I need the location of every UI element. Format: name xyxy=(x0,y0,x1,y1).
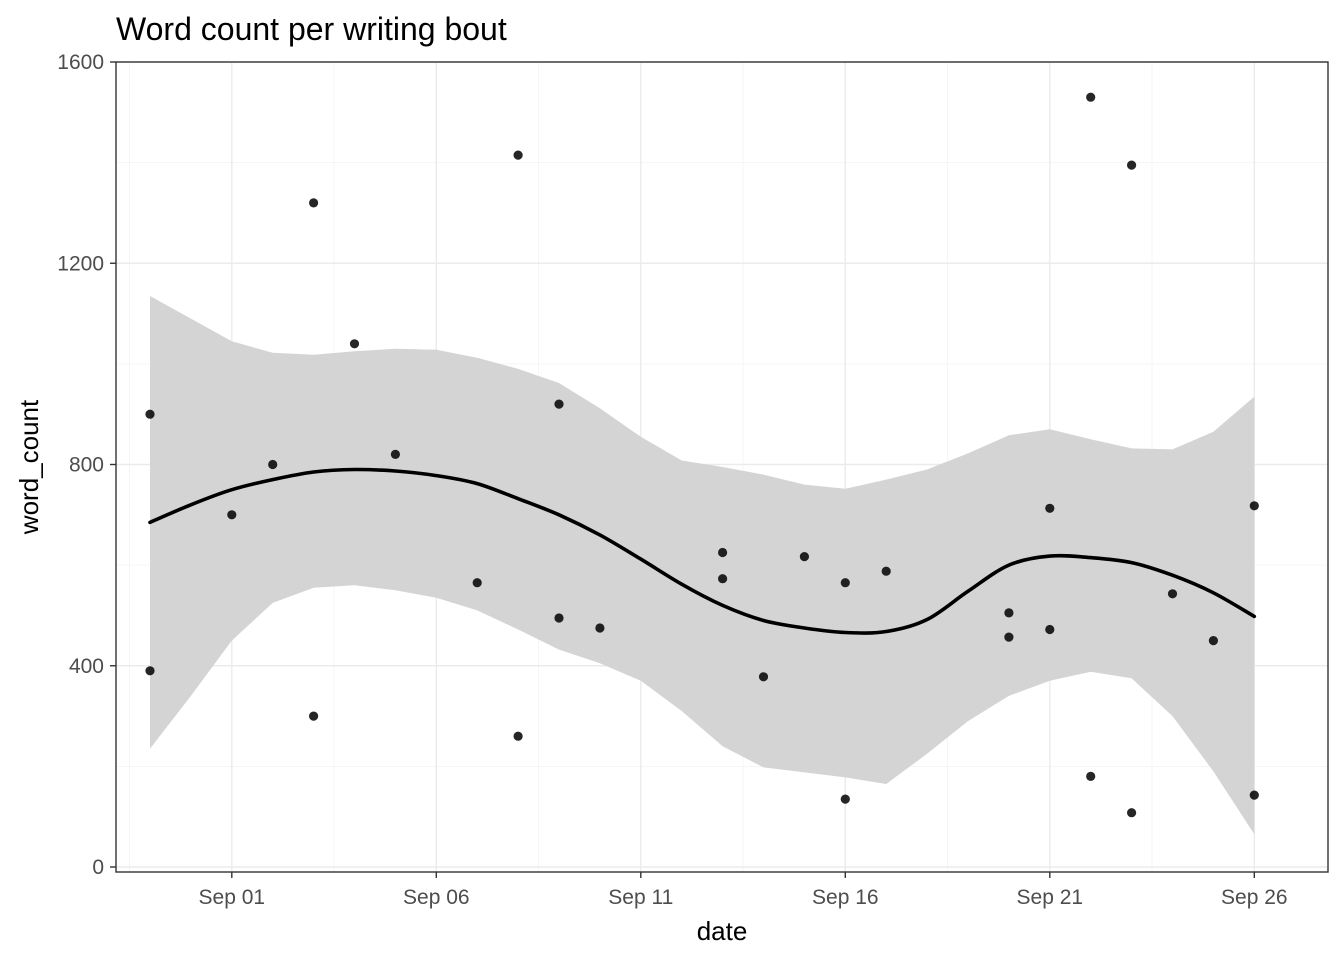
y-tick-label: 1200 xyxy=(57,252,104,275)
y-tick-label: 800 xyxy=(69,454,104,477)
data-point xyxy=(840,578,850,588)
data-point xyxy=(349,339,360,349)
data-point xyxy=(595,623,605,633)
data-point xyxy=(554,613,564,623)
x-axis-ticks: Sep 01 Sep 06 Sep 11 Sep 16 Sep 21 Sep 26 xyxy=(199,872,1288,909)
x-tick-label: Sep 26 xyxy=(1221,886,1288,909)
data-point xyxy=(1127,808,1137,818)
data-point xyxy=(145,409,155,419)
confidence-ribbon xyxy=(150,296,1255,835)
y-axis-ticks: 0 400 800 1200 1600 xyxy=(57,51,116,879)
data-point xyxy=(1045,624,1055,635)
y-tick-label: 1600 xyxy=(57,51,104,74)
points-layer xyxy=(145,92,1259,818)
chart-title: Word count per writing bout xyxy=(116,11,507,47)
data-point xyxy=(1127,160,1137,170)
x-axis-title: date xyxy=(697,916,748,946)
data-point xyxy=(472,578,482,588)
confidence-ribbon-layer xyxy=(150,296,1255,835)
plot-panel-border xyxy=(115,61,1329,873)
data-point xyxy=(1086,92,1096,102)
x-tick-label: Sep 01 xyxy=(199,886,266,909)
x-tick-label: Sep 06 xyxy=(403,886,470,909)
data-point xyxy=(268,459,278,470)
data-point xyxy=(1167,589,1178,599)
data-point xyxy=(1208,636,1218,646)
data-point xyxy=(758,672,769,682)
data-point xyxy=(1249,501,1259,511)
data-point xyxy=(513,150,523,160)
data-point xyxy=(513,731,523,741)
smooth-line-layer xyxy=(148,467,1257,635)
y-tick-label: 400 xyxy=(69,655,104,678)
x-tick-label: Sep 11 xyxy=(608,886,673,909)
data-point xyxy=(309,711,319,721)
data-point xyxy=(390,449,400,459)
data-point xyxy=(1045,503,1055,513)
data-point xyxy=(1086,771,1096,782)
x-tick-label: Sep 16 xyxy=(812,886,879,909)
data-point xyxy=(1004,608,1014,618)
data-point xyxy=(840,794,850,804)
data-point xyxy=(718,547,728,558)
data-point xyxy=(309,198,319,208)
data-point xyxy=(145,666,155,676)
smooth-line xyxy=(148,467,1257,635)
y-axis-title: word_count xyxy=(14,399,44,535)
data-point xyxy=(881,566,891,576)
data-point xyxy=(227,510,237,520)
data-point xyxy=(554,399,564,409)
x-tick-label: Sep 21 xyxy=(1017,886,1084,909)
data-point xyxy=(718,574,728,584)
y-tick-label: 0 xyxy=(92,856,104,879)
data-point xyxy=(1004,632,1014,642)
data-point xyxy=(1249,790,1259,800)
data-point xyxy=(799,552,810,562)
